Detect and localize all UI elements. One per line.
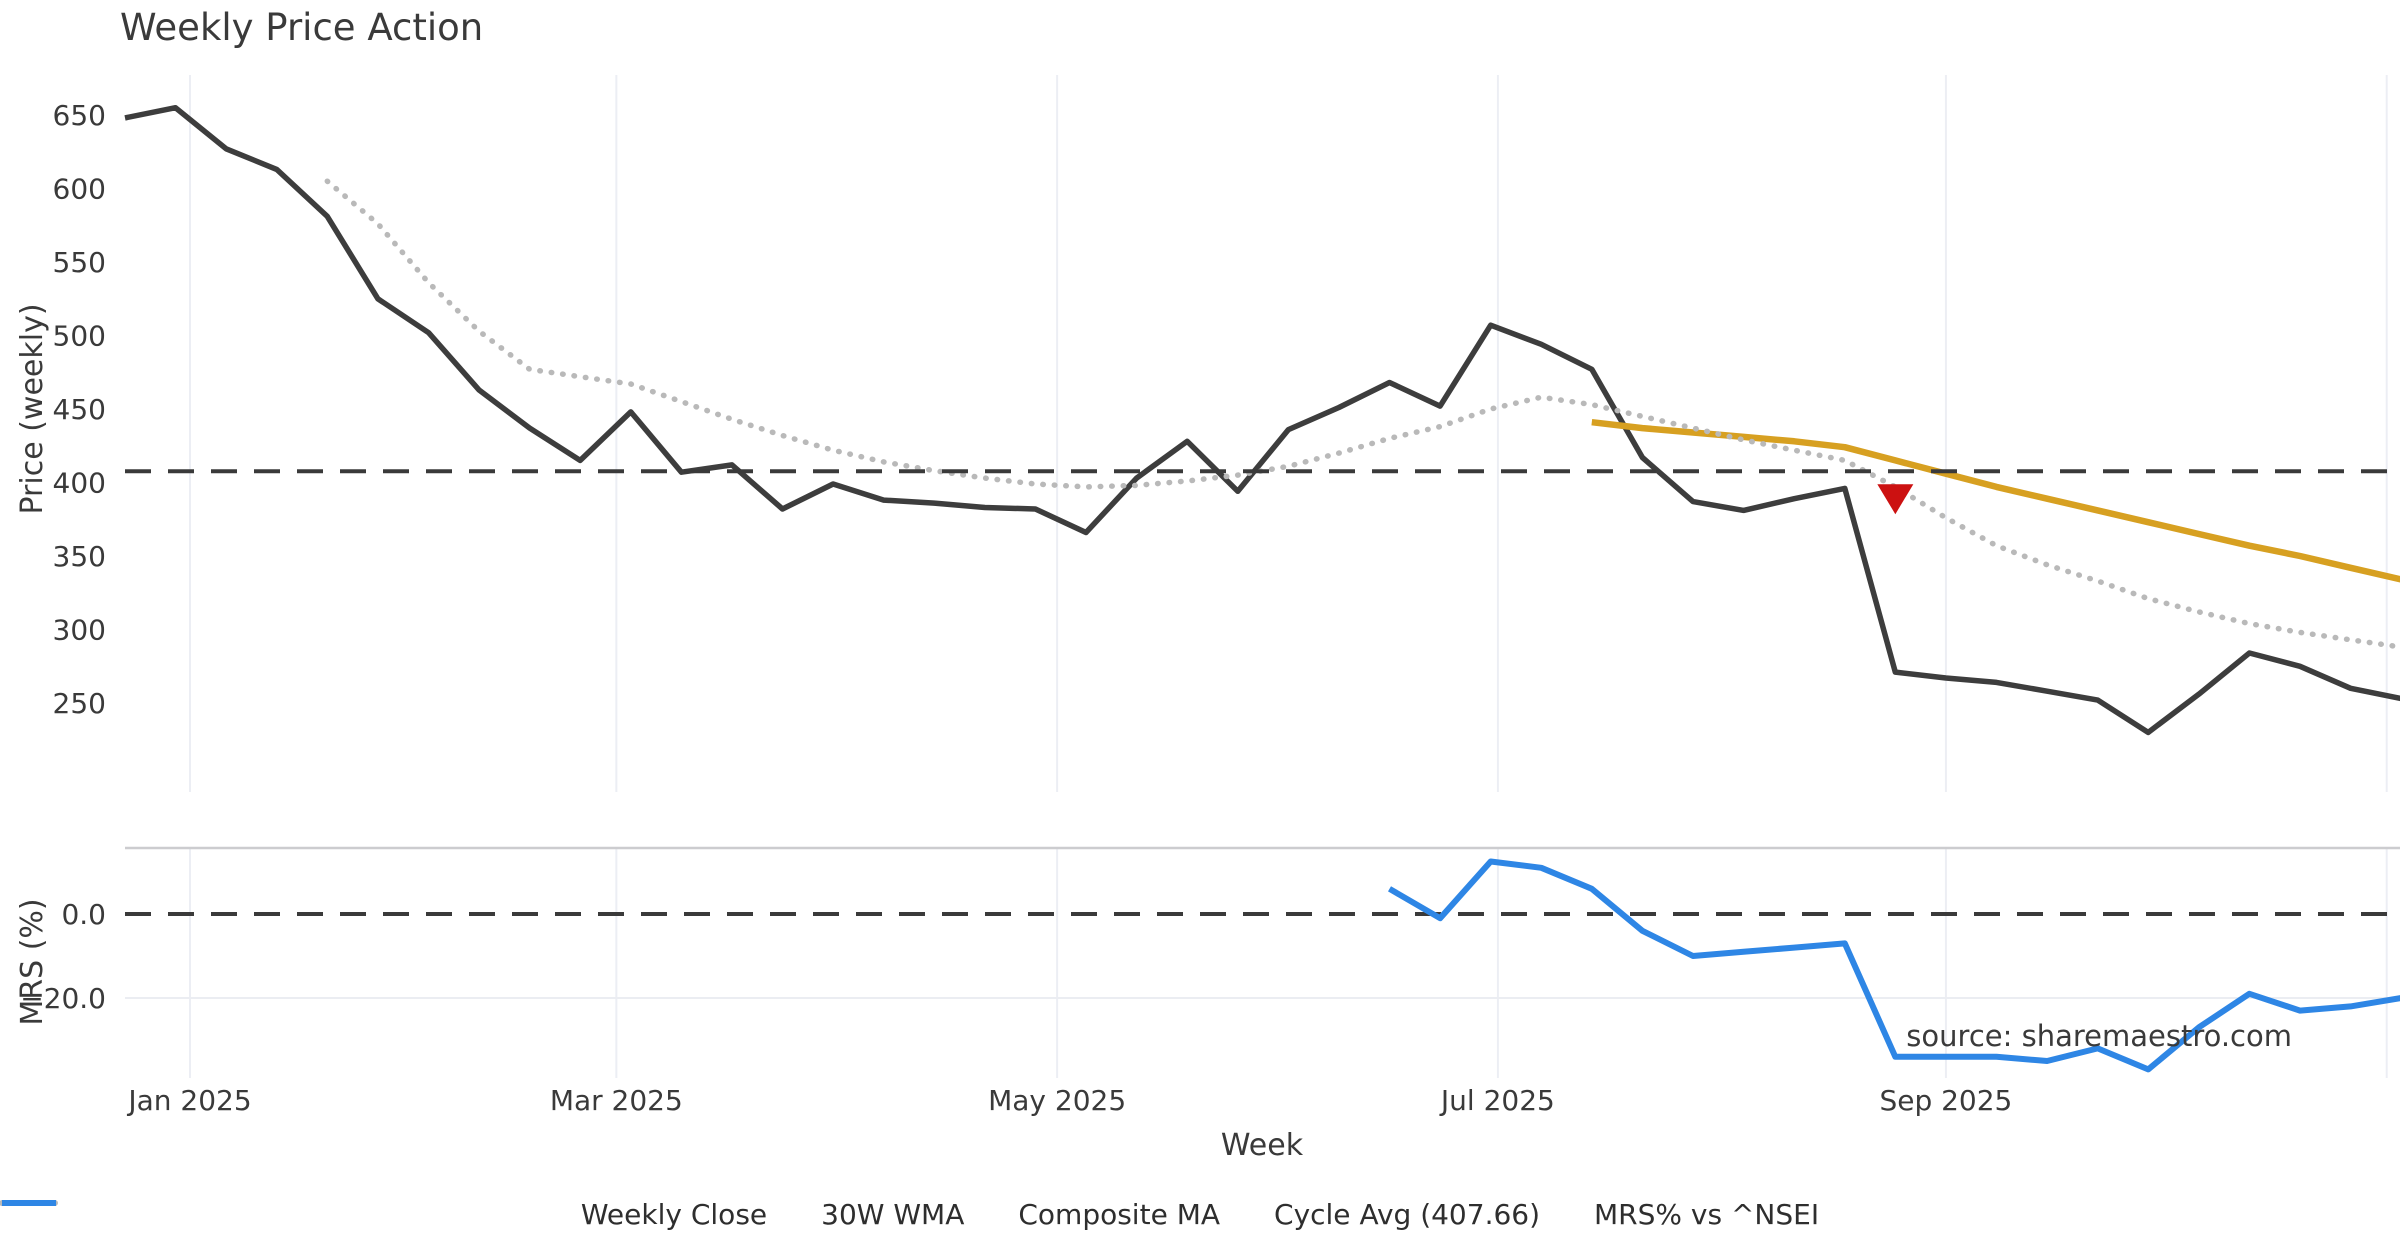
composite-ma-line [324, 178, 2400, 650]
price-tick-label: 350 [53, 540, 106, 573]
legend: Weekly Close 30W WMA Composite MA Cycle Avg… [0, 1198, 2400, 1231]
x-tick-label: Sep 2025 [1879, 1084, 2012, 1117]
legend-label: Cycle Avg (407.66) [1274, 1198, 1541, 1231]
tick-labels: 650 600 550 500 450 400 350 300 250 0.0 −20.0 Jan 2… [20, 99, 2012, 1117]
down-triangle-marker [1877, 484, 1914, 515]
legend-line-swatch [2, 1200, 56, 1206]
series-lines [124, 104, 2400, 1073]
mrs-tick-label: −20.0 [20, 982, 106, 1015]
x-tick-label: May 2025 [988, 1084, 1126, 1117]
weekly-close-line [124, 104, 2400, 736]
price-tick-label: 400 [53, 467, 106, 500]
x-tick-label: Mar 2025 [550, 1084, 683, 1117]
source-watermark: source: sharemaestro.com [1906, 1019, 2292, 1053]
legend-label: Weekly Close [580, 1198, 768, 1231]
price-tick-label: 450 [53, 393, 106, 426]
price-tick-label: 500 [53, 320, 106, 353]
price-tick-label: 650 [53, 99, 106, 132]
mrs-axis-label: MRS (%) [15, 898, 50, 1025]
legend-item-weekly-close: Weekly Close [2, 1198, 768, 1231]
legend-item-mrs-vs-nsei: MRS% vs ^NSEI [2, 1198, 1820, 1231]
legend-item-cycle-avg-407-66-: Cycle Avg (407.66) [2, 1198, 1541, 1231]
mrs-line [1387, 858, 2400, 1073]
legend-item-composite-ma: Composite MA [0, 1198, 1221, 1231]
price-tick-label: 300 [53, 614, 106, 647]
x-tick-label: Jul 2025 [1439, 1084, 1555, 1117]
price-tick-label: 250 [53, 687, 106, 720]
legend-label: 30W WMA [821, 1198, 965, 1231]
price-tick-label: 600 [53, 173, 106, 206]
price-axis-label: Price (weekly) [15, 303, 50, 514]
legend-item-30w-wma: 30W WMA [2, 1198, 965, 1231]
x-axis-label: Week [1221, 1128, 1304, 1163]
gridlines [189, 75, 2388, 1078]
legend-label: MRS% vs ^NSEI [1594, 1198, 1820, 1231]
mrs-tick-label: 0.0 [61, 898, 106, 931]
legend-label: Composite MA [1018, 1198, 1221, 1231]
chart-title: Weekly Price Action [120, 6, 483, 49]
price-tick-label: 550 [53, 246, 106, 279]
wma-30w-line [1591, 418, 2400, 583]
x-tick-label: Jan 2025 [126, 1084, 251, 1117]
